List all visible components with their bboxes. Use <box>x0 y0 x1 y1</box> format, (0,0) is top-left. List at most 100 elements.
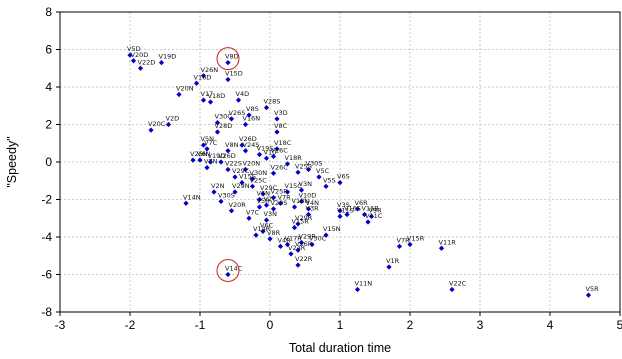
data-point <box>204 146 210 152</box>
point-label: V11N <box>355 280 373 288</box>
data-point <box>267 236 273 242</box>
point-label: V28D <box>215 122 233 130</box>
data-point <box>239 180 245 186</box>
data-point <box>200 97 207 103</box>
point-label: V19S <box>257 145 274 153</box>
point-label: V3S <box>337 201 350 209</box>
point-label: V5N <box>201 135 215 143</box>
y-tick-label: -8 <box>41 305 52 319</box>
data-point <box>585 292 592 298</box>
point-label: V4D <box>236 90 250 98</box>
data-point <box>148 127 154 133</box>
point-label: V3N <box>299 180 313 188</box>
data-point <box>323 183 329 189</box>
data-point <box>225 166 231 173</box>
data-point <box>368 213 375 219</box>
data-point <box>158 60 165 66</box>
data-point <box>193 80 200 86</box>
y-tick-label: 0 <box>45 155 52 169</box>
data-point <box>288 251 294 257</box>
data-point <box>256 196 263 203</box>
data-point <box>127 52 133 58</box>
point-label: V2D <box>166 115 180 123</box>
data-point <box>246 215 252 221</box>
data-point <box>316 174 322 180</box>
data-point <box>274 116 280 122</box>
data-point <box>277 200 284 206</box>
data-point <box>361 211 368 218</box>
point-label: V8D <box>225 53 239 61</box>
point-label: V7C <box>204 139 218 147</box>
point-label: V15R <box>292 218 310 226</box>
x-tick-label: 4 <box>547 318 554 332</box>
point-label: V17 <box>201 90 214 98</box>
point-label: V8C <box>274 122 288 130</box>
data-point <box>214 129 221 135</box>
point-label: V8S <box>246 105 259 113</box>
data-point <box>337 180 343 186</box>
point-label: V5R <box>586 285 600 293</box>
data-point <box>211 189 217 195</box>
point-label: V20D <box>131 51 149 59</box>
point-label: V16S <box>344 205 361 213</box>
data-point <box>197 157 203 163</box>
point-label: V19D <box>208 152 226 160</box>
point-label: V15D <box>225 70 243 78</box>
data-point <box>256 151 263 158</box>
data-point <box>344 211 350 218</box>
point-label: V4N <box>306 199 320 207</box>
point-label: V11R <box>439 238 457 246</box>
point-label: V26D <box>239 135 257 143</box>
data-point <box>295 169 301 175</box>
data-point <box>242 148 249 154</box>
point-label: V3D <box>274 109 288 117</box>
point-label: V22C <box>449 280 467 288</box>
point-label: V6N <box>197 150 211 158</box>
point-label: V30S <box>306 160 323 168</box>
point-label: V7C <box>246 208 260 216</box>
data-point <box>274 146 280 152</box>
point-label: V16R <box>362 205 380 213</box>
point-label: V16D <box>194 73 212 81</box>
point-label: V5D <box>127 45 141 53</box>
point-label: V7N <box>204 158 218 166</box>
y-tick-label: -4 <box>41 230 52 244</box>
point-label: V9R <box>369 206 383 214</box>
data-point <box>284 189 291 195</box>
y-tick-label: 8 <box>45 5 52 19</box>
data-point <box>291 204 298 210</box>
point-label: V11S <box>337 206 354 214</box>
data-point <box>298 187 305 193</box>
point-label: V25N <box>190 150 208 158</box>
point-label: V19D <box>159 53 177 61</box>
data-point <box>235 97 242 103</box>
point-label: V30S <box>218 191 235 199</box>
point-label: V6S <box>337 173 350 181</box>
point-label: V15N <box>323 225 341 233</box>
grid-lines <box>60 12 620 312</box>
data-point <box>253 232 259 238</box>
data-point <box>249 176 256 182</box>
data-point <box>337 213 343 219</box>
data-point <box>396 243 403 249</box>
point-label: V3R <box>306 205 320 213</box>
point-label: V10 <box>264 148 277 156</box>
point-label: V22D <box>138 58 156 66</box>
data-point <box>228 116 235 122</box>
point-label: V5S <box>323 176 336 184</box>
data-point <box>309 241 315 248</box>
point-label: V20N <box>243 160 261 168</box>
highlight-circles <box>216 47 240 282</box>
point-label: V14C <box>225 265 243 273</box>
data-point <box>295 221 301 227</box>
data-point <box>386 264 392 270</box>
point-label: V11C <box>365 212 383 220</box>
point-label: V20R <box>229 201 247 209</box>
data-point <box>242 121 249 128</box>
data-point <box>354 286 361 293</box>
point-label: V8N <box>225 141 239 149</box>
data-point <box>183 200 189 206</box>
data-point <box>305 211 312 218</box>
point-label: V5C <box>316 167 330 175</box>
